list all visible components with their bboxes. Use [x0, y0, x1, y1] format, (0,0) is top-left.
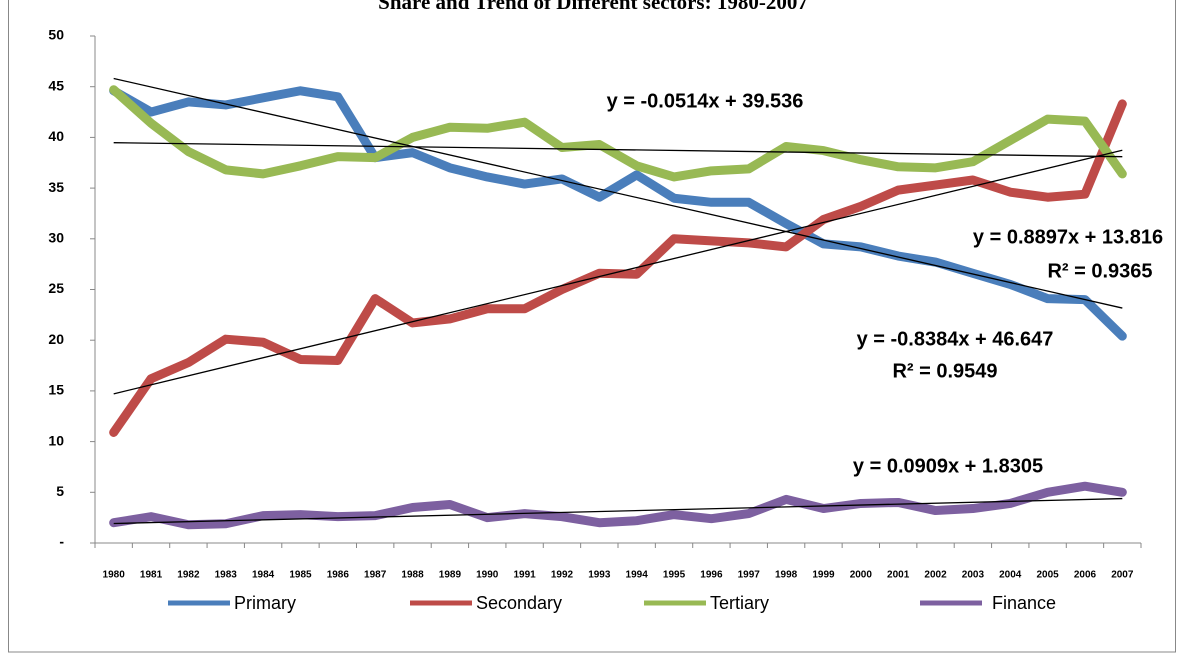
x-tick-label: 1992: [551, 570, 574, 581]
x-tick-label: 2004: [999, 570, 1022, 581]
y-tick-label: 50: [48, 27, 64, 43]
legend-label: Secondary: [476, 593, 562, 613]
x-tick-label: 2006: [1074, 570, 1097, 581]
y-tick-label: 10: [48, 432, 64, 448]
x-tick-label: 2005: [1036, 570, 1059, 581]
y-tick-label: 20: [48, 331, 64, 347]
trendline-equation: y = -0.8384x + 46.647: [857, 328, 1054, 350]
trendline: [113, 497, 1123, 525]
x-tick-label: 1984: [252, 570, 275, 581]
x-tick-label: 2000: [850, 570, 873, 581]
x-tick-label: 1998: [775, 570, 798, 581]
y-tick-label: 45: [48, 77, 64, 93]
y-tick-label: 5: [56, 483, 64, 499]
chart-title: Share and Trend of Different sectors: 19…: [378, 0, 808, 14]
trendline: [113, 142, 1123, 158]
x-tick-label: 2007: [1111, 570, 1134, 581]
legend-label: Primary: [234, 593, 296, 613]
y-tick-label: 30: [48, 230, 64, 246]
x-tick-label: 1988: [401, 570, 424, 581]
y-tick-label: 15: [48, 382, 64, 398]
legend-label: Finance: [992, 593, 1056, 613]
x-tick-label: 1981: [140, 570, 163, 581]
y-tick-label: -: [59, 534, 64, 550]
x-tick-label: 1999: [812, 570, 835, 581]
x-tick-label: 1997: [738, 570, 761, 581]
series-line: [109, 85, 1127, 182]
x-tick-label: 1986: [327, 570, 350, 581]
y-tick-label: 40: [48, 128, 64, 144]
trendline-equation: y = -0.0514x + 39.536: [607, 90, 804, 112]
series-line: [109, 86, 1127, 341]
x-tick-label: 1990: [476, 570, 499, 581]
y-tick-label: 25: [48, 280, 64, 296]
trendline-equation: y = 0.8897x + 13.816: [973, 226, 1163, 248]
x-tick-label: 1993: [588, 570, 611, 581]
x-tick-label: 2002: [924, 570, 947, 581]
trendline: [113, 149, 1123, 395]
x-tick-label: 1985: [289, 570, 312, 581]
x-tick-label: 1994: [626, 570, 649, 581]
x-tick-label: 1982: [177, 570, 200, 581]
legend-label: Tertiary: [710, 593, 769, 613]
x-tick-label: 1991: [513, 570, 536, 581]
trendline-r2: R² = 0.9365: [1047, 260, 1152, 282]
x-tick-label: 1987: [364, 570, 387, 581]
x-tick-label: 2003: [962, 570, 985, 581]
trendline-r2: R² = 0.9549: [892, 360, 997, 382]
x-tick-label: 1989: [439, 570, 462, 581]
series-line: [109, 481, 1127, 530]
chart-border: [8, 0, 1176, 653]
y-tick-label: 35: [48, 179, 64, 195]
x-tick-label: 1980: [103, 570, 126, 581]
trendline: [113, 77, 1123, 309]
x-tick-label: 2001: [887, 570, 910, 581]
x-tick-label: 1983: [215, 570, 238, 581]
x-tick-label: 1995: [663, 570, 686, 581]
series-line: [109, 99, 1127, 437]
x-tick-label: 1996: [700, 570, 723, 581]
trendline-equation: y = 0.0909x + 1.8305: [853, 455, 1043, 477]
